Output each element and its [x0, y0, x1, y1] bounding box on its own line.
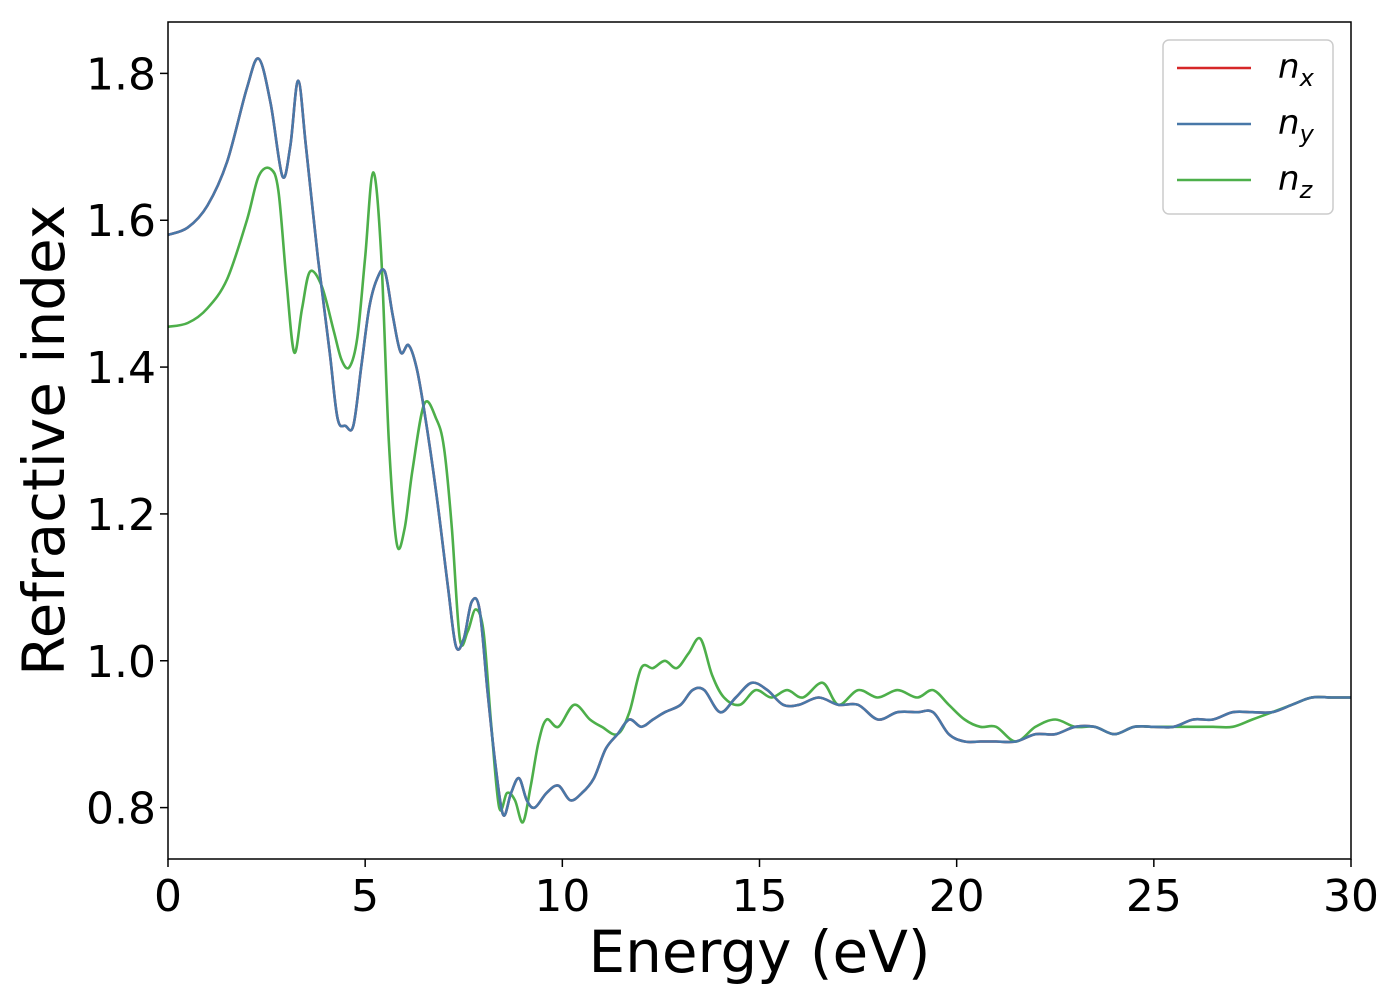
y-tick-label: 1.8 — [86, 49, 156, 100]
series-layer — [168, 57, 1351, 824]
y-tick-label: 1.6 — [86, 196, 156, 247]
y-axis: 0.8 1.0 1.2 1.4 1.6 1.8 — [86, 49, 168, 835]
x-tick-label: 25 — [1126, 871, 1182, 922]
series-line-nz — [168, 166, 1351, 824]
x-axis: 0 5 10 15 20 25 30 — [154, 859, 1379, 922]
y-tick-label: 1.4 — [86, 343, 156, 394]
x-tick-label: 5 — [351, 871, 379, 922]
x-tick-label: 0 — [154, 871, 182, 922]
y-tick-label: 1.2 — [86, 490, 156, 541]
x-tick-label: 10 — [534, 871, 590, 922]
series-line-ny — [168, 57, 1351, 817]
legend-box — [1162, 39, 1334, 215]
x-tick-label: 30 — [1323, 871, 1379, 922]
x-axis-label: Energy (eV) — [588, 918, 930, 986]
y-tick-label: 0.8 — [86, 784, 156, 835]
x-tick-label: 15 — [732, 871, 788, 922]
y-tick-label: 1.0 — [86, 637, 156, 688]
x-tick-label: 20 — [929, 871, 985, 922]
y-axis-label: Refractive index — [10, 205, 78, 676]
